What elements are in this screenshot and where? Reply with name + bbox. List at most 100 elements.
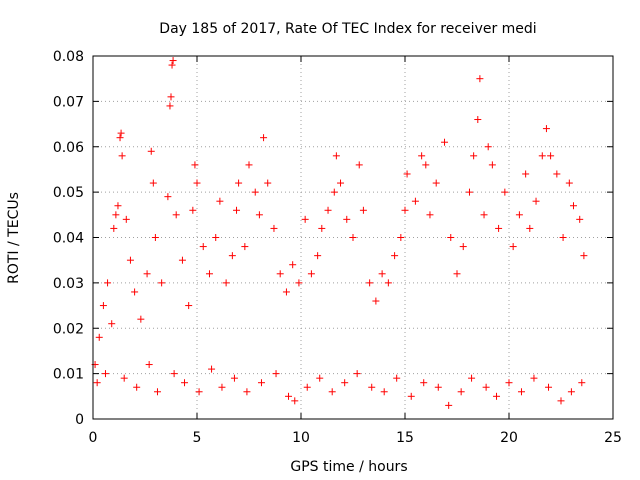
x-tick-label: 20	[500, 430, 518, 446]
x-tick-label: 5	[193, 430, 202, 446]
data-point	[330, 188, 338, 196]
data-point	[580, 252, 588, 260]
y-tick-label: 0.04	[53, 231, 84, 247]
data-point	[270, 224, 278, 232]
data-point	[578, 379, 586, 387]
data-point	[407, 392, 415, 400]
data-point	[118, 152, 126, 160]
data-point	[368, 383, 376, 391]
data-point	[295, 279, 303, 287]
x-tick-label: 25	[604, 430, 622, 446]
data-point	[285, 392, 293, 400]
data-point	[522, 170, 530, 178]
data-point	[147, 147, 155, 155]
data-point	[515, 211, 523, 219]
data-point	[391, 252, 399, 260]
data-point	[301, 215, 309, 223]
y-tick-label: 0.03	[53, 276, 84, 292]
data-point	[243, 388, 251, 396]
data-point	[441, 138, 449, 146]
data-point	[193, 179, 201, 187]
data-point	[569, 202, 577, 210]
data-point	[195, 388, 203, 396]
data-point	[538, 152, 546, 160]
data-point	[264, 179, 272, 187]
data-points	[91, 57, 588, 409]
data-point	[366, 279, 374, 287]
data-point	[359, 206, 367, 214]
data-point	[476, 75, 484, 83]
data-point	[457, 388, 465, 396]
data-point	[557, 397, 565, 405]
data-point	[158, 279, 166, 287]
data-point	[542, 125, 550, 133]
data-point	[166, 102, 174, 110]
data-point	[257, 379, 265, 387]
data-point	[482, 383, 490, 391]
data-point	[501, 188, 509, 196]
data-point	[332, 152, 340, 160]
data-point	[291, 397, 299, 405]
data-point	[422, 161, 430, 169]
data-point	[185, 302, 193, 310]
data-point	[447, 234, 455, 241]
data-point	[99, 302, 107, 310]
data-point	[272, 370, 280, 378]
data-point	[222, 279, 230, 287]
data-point	[189, 206, 197, 214]
data-point	[212, 234, 220, 241]
data-point	[276, 270, 284, 278]
data-point	[324, 206, 332, 214]
data-point	[341, 379, 349, 387]
data-point	[403, 170, 411, 178]
x-tick-label: 10	[292, 430, 310, 446]
data-point	[567, 388, 575, 396]
data-point	[143, 270, 151, 278]
data-point	[453, 270, 461, 278]
y-tick-label: 0.07	[53, 94, 84, 110]
data-point	[228, 252, 236, 260]
data-point	[233, 206, 241, 214]
data-point	[245, 161, 253, 169]
data-point	[316, 374, 324, 382]
data-point	[255, 211, 263, 219]
data-point	[411, 197, 419, 205]
data-point	[133, 383, 141, 391]
data-point	[120, 374, 128, 382]
data-point	[101, 370, 109, 378]
data-point	[553, 170, 561, 178]
y-tick-label: 0.06	[53, 140, 84, 156]
data-point	[509, 243, 517, 251]
data-point	[434, 383, 442, 391]
y-tick-label: 0.01	[53, 367, 84, 383]
data-point	[145, 361, 153, 369]
chart-title: Day 185 of 2017, Rate Of TEC Index for r…	[159, 21, 536, 37]
data-point	[530, 374, 538, 382]
data-point	[289, 261, 297, 269]
data-point	[343, 215, 351, 223]
data-point	[178, 256, 186, 264]
data-point	[131, 288, 139, 296]
data-point	[208, 365, 216, 373]
data-point	[384, 279, 392, 287]
data-point	[303, 383, 311, 391]
data-point	[164, 193, 172, 201]
data-point	[205, 270, 213, 278]
data-point	[480, 211, 488, 219]
data-point	[495, 224, 503, 232]
data-point	[532, 197, 540, 205]
data-point	[307, 270, 315, 278]
data-point	[149, 179, 157, 187]
data-point	[353, 370, 361, 378]
data-point	[137, 315, 145, 323]
data-point	[282, 288, 290, 296]
data-point	[372, 297, 380, 305]
data-point	[218, 383, 226, 391]
data-point	[349, 234, 357, 241]
data-point	[153, 388, 161, 396]
data-point	[432, 179, 440, 187]
data-point	[172, 211, 180, 219]
data-point	[108, 320, 116, 328]
data-point	[459, 243, 467, 251]
data-point	[380, 388, 388, 396]
